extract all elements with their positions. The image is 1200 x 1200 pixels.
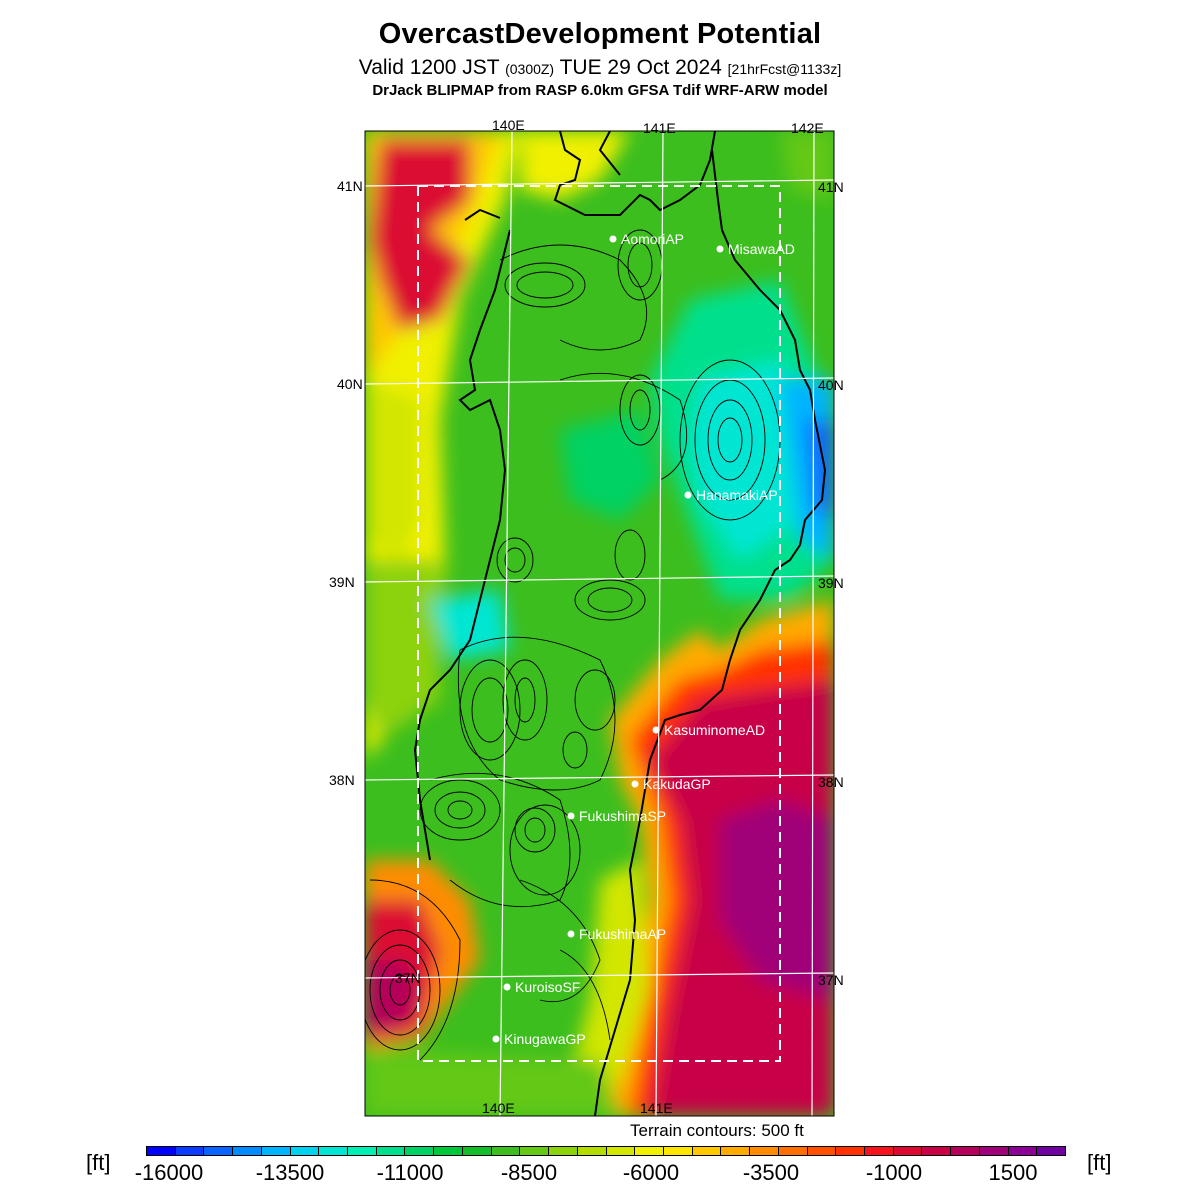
- station-fukushima-sp[interactable]: FukushimaSP: [567, 808, 667, 824]
- station-kinugawa[interactable]: KinugawaGP: [492, 1031, 586, 1047]
- terrain-contours: [365, 229, 781, 1061]
- colorbar-swatch: [348, 1147, 377, 1155]
- shaded-field: [365, 131, 834, 1116]
- colorbar: [146, 1146, 1066, 1156]
- forecast-info: [21hrFcst@1133z]: [727, 61, 842, 77]
- chart-title: OvercastDevelopment Potential: [378, 18, 822, 50]
- colorbar-swatch: [520, 1147, 550, 1155]
- colorbar-swatch: [979, 1147, 1009, 1155]
- colorbar-swatch: [290, 1147, 320, 1155]
- lon-label-top-140: 140E: [492, 117, 525, 133]
- station-marker: [492, 1035, 500, 1043]
- station-aomori[interactable]: AomoriAP: [609, 231, 685, 247]
- station-kasuminome[interactable]: KasuminomeAD: [652, 722, 766, 738]
- station-label: MisawaAD: [728, 241, 795, 257]
- colorbar-swatch: [233, 1147, 262, 1155]
- lat-label-right-40: 40N: [818, 377, 844, 393]
- colorbar-tick-label: -1000: [865, 1160, 923, 1185]
- station-marker: [567, 812, 575, 820]
- colorbar-swatch: [807, 1147, 837, 1155]
- lat-label-right-41: 41N: [818, 179, 844, 195]
- station-label: HanamakiAP: [696, 487, 778, 503]
- station-kuroiso[interactable]: KuroisoSF: [503, 979, 581, 995]
- station-marker: [716, 245, 724, 253]
- forecast-map: 140E 141E 142E 140E 141E 41N 40N 39N 38N…: [329, 117, 844, 1117]
- colorbar-swatch: [778, 1147, 808, 1155]
- lon-label-top-141: 141E: [643, 120, 676, 136]
- colorbar-tick-label: 1500: [988, 1160, 1038, 1185]
- station-marker: [631, 780, 639, 788]
- valid-main: Valid 1200 JST: [358, 56, 500, 79]
- colorbar-swatch: [261, 1147, 291, 1155]
- colorbar-swatch: [721, 1147, 751, 1155]
- lat-label-left-41: 41N: [337, 178, 363, 194]
- colorbar-swatch: [147, 1147, 176, 1155]
- colorbar-swatch: [491, 1147, 521, 1155]
- station-marker: [609, 235, 617, 243]
- colorbar-swatch: [376, 1147, 406, 1155]
- colorbar-swatch: [577, 1147, 607, 1155]
- colorbar-swatch: [951, 1147, 980, 1155]
- colorbar-tick-label: -8500: [500, 1160, 558, 1185]
- station-kakuda[interactable]: KakudaGP: [631, 776, 711, 792]
- lat-label-right-38: 38N: [818, 774, 844, 790]
- colorbar-swatch: [1008, 1147, 1038, 1155]
- valid-time-line: Valid 1200 JST (0300Z) TUE 29 Oct 2024 […: [0, 56, 1200, 80]
- station-label: FukushimaAP: [579, 926, 666, 942]
- station-marker: [684, 491, 692, 499]
- lat-label-inner-37: 37N: [395, 970, 421, 986]
- lon-label-bottom-141: 141E: [640, 1100, 673, 1116]
- colorbar-swatch: [462, 1147, 492, 1155]
- colorbar-tick-label: -13500: [255, 1160, 325, 1185]
- inner-domain-box: [417, 185, 781, 1062]
- station-marker: [567, 930, 575, 938]
- graticule: [365, 131, 834, 1116]
- station-hanamaki[interactable]: HanamakiAP: [684, 487, 778, 503]
- lat-label-left-39: 39N: [329, 574, 355, 590]
- station-marker: [652, 726, 660, 734]
- station-label: KuroisoSF: [515, 979, 580, 995]
- colorbar-swatch: [864, 1147, 894, 1155]
- colorbar-swatch: [663, 1147, 693, 1155]
- colorbar-swatch: [549, 1147, 578, 1155]
- colorbar-swatch: [893, 1147, 923, 1155]
- model-line: DrJack BLIPMAP from RASP 6.0km GFSA Tdif…: [372, 82, 828, 99]
- lon-label-top-142: 142E: [791, 120, 824, 136]
- colorbar-swatch: [836, 1147, 865, 1155]
- colorbar-swatch: [635, 1147, 664, 1155]
- colorbar-swatch: [175, 1147, 205, 1155]
- colorbar-swatch: [1037, 1147, 1065, 1155]
- colorbar-unit-right: [ft]: [1087, 1150, 1112, 1175]
- station-label: KakudaGP: [643, 776, 711, 792]
- colorbar-unit-left: [ft]: [86, 1150, 111, 1175]
- map-frame: [364, 130, 835, 1117]
- colorbar-tick-label: -6000: [622, 1160, 680, 1185]
- lat-label-left-38: 38N: [329, 772, 355, 788]
- colorbar-swatch: [319, 1147, 349, 1155]
- lat-label-left-40: 40N: [337, 376, 363, 392]
- station-misawa[interactable]: MisawaAD: [716, 241, 795, 257]
- lon-label-bottom-140: 140E: [482, 1100, 515, 1116]
- station-label: AomoriAP: [621, 231, 684, 247]
- colorbar-swatch: [405, 1147, 435, 1155]
- colorbar-swatch: [750, 1147, 779, 1155]
- lat-label-right-39: 39N: [818, 575, 844, 591]
- colorbar-tick-label: -11000: [376, 1160, 444, 1185]
- station-fukushima-ap[interactable]: FukushimaAP: [567, 926, 667, 942]
- station-label: KasuminomeAD: [664, 722, 765, 738]
- station-marker: [503, 983, 511, 991]
- colorbar-swatch: [434, 1147, 463, 1155]
- colorbar-tick-label: -16000: [134, 1160, 204, 1185]
- colorbar-swatch: [922, 1147, 952, 1155]
- lat-label-right-37: 37N: [818, 972, 844, 988]
- colorbar-swatch: [692, 1147, 722, 1155]
- station-label: KinugawaGP: [504, 1031, 586, 1047]
- terrain-contour-note: Terrain contours: 500 ft: [630, 1121, 804, 1140]
- colorbar-tick-label: -3500: [742, 1160, 800, 1185]
- colorbar-swatch: [204, 1147, 234, 1155]
- valid-date: TUE 29 Oct 2024: [559, 56, 722, 79]
- valid-zulu: (0300Z): [505, 61, 555, 77]
- colorbar-swatch: [606, 1147, 636, 1155]
- station-label: FukushimaSP: [579, 808, 666, 824]
